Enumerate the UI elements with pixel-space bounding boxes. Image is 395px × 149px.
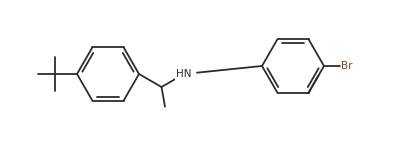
Text: HN: HN bbox=[176, 69, 192, 79]
Text: Br: Br bbox=[341, 61, 352, 71]
